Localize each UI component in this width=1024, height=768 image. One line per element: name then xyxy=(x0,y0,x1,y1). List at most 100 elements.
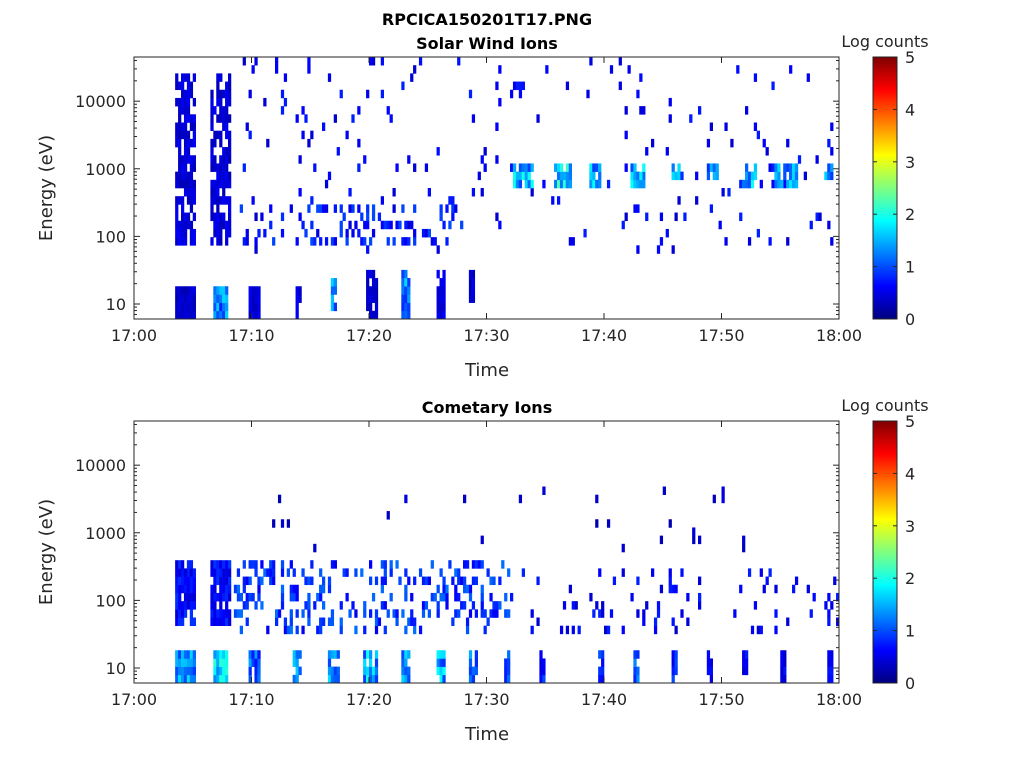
spectrogram-cell xyxy=(189,302,194,312)
spectrogram-cell xyxy=(248,89,252,99)
spectrogram-cell xyxy=(366,220,370,230)
spectrogram-cell xyxy=(454,204,458,213)
spectrogram-cell xyxy=(407,278,411,287)
spectrogram-cell xyxy=(480,609,484,618)
colorbar-tick-label: 1 xyxy=(905,258,915,277)
spectrogram-cell xyxy=(280,592,285,602)
spectrogram-cell xyxy=(192,666,196,676)
spectrogram-cell xyxy=(827,617,831,626)
spectrogram-cell xyxy=(210,584,214,594)
spectrogram-cell xyxy=(175,592,179,602)
spectrogram-cell xyxy=(780,179,784,189)
spectrogram-cell xyxy=(407,302,411,312)
spectrogram-cell xyxy=(498,576,502,586)
spectrogram-cell xyxy=(186,97,191,107)
spectrogram-cell xyxy=(181,302,185,312)
spectrogram-cell xyxy=(219,666,223,676)
spectrogram-cell xyxy=(571,601,575,610)
spectrogram-cell xyxy=(774,163,778,172)
spectrogram-cell xyxy=(642,617,646,626)
spectrogram-cell xyxy=(565,625,570,635)
spectrogram-cell xyxy=(395,163,399,172)
spectrogram-cell xyxy=(219,155,223,164)
spectrogram-cell xyxy=(330,617,335,626)
spectrogram-cell xyxy=(457,57,461,66)
spectrogram-cell xyxy=(189,138,194,148)
spectrogram-cell xyxy=(219,106,223,115)
spectrogram-cell xyxy=(830,601,834,610)
spectrogram-cell xyxy=(219,97,223,107)
spectrogram-cell xyxy=(371,310,376,320)
spectrogram-cell xyxy=(721,494,725,504)
spectrogram-cell xyxy=(565,81,570,91)
spectrogram-cell xyxy=(186,81,191,91)
spectrogram-cell xyxy=(747,237,752,246)
spectrogram-cell xyxy=(745,171,749,181)
spectrogram-cell xyxy=(186,658,191,667)
spectrogram-cell xyxy=(298,286,302,295)
spectrogram-cell xyxy=(715,163,719,172)
spectrogram-cell xyxy=(395,617,399,626)
spectrogram-cell xyxy=(439,310,443,320)
spectrogram-cell xyxy=(327,584,332,594)
spectrogram-cell xyxy=(192,617,196,626)
spectrogram-cell xyxy=(366,278,370,287)
spectrogram-cell xyxy=(213,155,217,164)
spectrogram-cell xyxy=(178,294,182,303)
spectrogram-cell xyxy=(706,666,711,676)
spectrogram-cell xyxy=(210,138,214,148)
spectrogram-cell xyxy=(228,179,232,189)
y-axis: 10 100 1000 10000 xyxy=(75,59,839,320)
spectrogram-cell xyxy=(183,163,188,172)
spectrogram-cell xyxy=(183,106,188,115)
spectrogram-cell xyxy=(210,617,214,626)
colorbar-tick-label: 5 xyxy=(905,412,915,431)
spectrogram-cell xyxy=(225,650,229,659)
spectrogram-cell xyxy=(413,65,417,74)
spectrogram-cell xyxy=(656,245,661,254)
spectrogram-cell xyxy=(421,228,426,238)
spectrogram-cell xyxy=(598,179,602,189)
spectrogram-cell xyxy=(216,204,220,213)
spectrogram-cell xyxy=(413,237,417,246)
spectrogram-cell xyxy=(286,519,290,528)
spectrogram-cell xyxy=(183,89,188,99)
spectrogram-cell xyxy=(239,592,243,602)
spectrogram-cell xyxy=(498,97,502,107)
spectrogram-cell xyxy=(762,584,766,594)
spectrogram-cell xyxy=(295,286,299,295)
spectrogram-cell xyxy=(225,220,229,230)
spectrogram-cell xyxy=(175,130,179,140)
spectrogram-cell xyxy=(213,188,217,197)
spectrogram-cell xyxy=(304,601,308,610)
spectrogram-cell xyxy=(783,658,787,667)
spectrogram-cell xyxy=(671,658,675,667)
spectrogram-cell xyxy=(451,212,455,222)
spectrogram-cell xyxy=(674,666,678,676)
spectrogram-cell xyxy=(175,237,179,246)
spectrogram-cell xyxy=(389,568,393,577)
spectrogram-cell xyxy=(330,237,335,246)
spectrogram-cell xyxy=(692,535,696,545)
spectrogram-cell xyxy=(228,592,232,602)
spectrogram-cell xyxy=(222,568,226,577)
spectrogram-cell xyxy=(436,286,440,295)
spectrogram-cell xyxy=(192,130,196,140)
spectrogram-cell xyxy=(369,302,373,312)
spectrogram-cell xyxy=(266,568,270,577)
x-tick-label: 17:00 xyxy=(111,326,157,345)
spectrogram-cell xyxy=(439,650,443,659)
spectrogram-cell xyxy=(451,196,455,205)
spectrogram-cell xyxy=(219,584,223,594)
spectrogram-cell xyxy=(213,560,217,569)
spectrogram-cell xyxy=(686,617,690,626)
spectrogram-cell xyxy=(175,73,179,82)
spectrogram-cell xyxy=(222,592,226,602)
spectrogram-cell xyxy=(339,228,343,238)
spectrogram-cell xyxy=(269,576,273,586)
spectrogram-cell xyxy=(216,163,220,172)
spectrogram-cell xyxy=(280,89,285,99)
spectrogram-cell xyxy=(436,658,440,667)
spectrogram-cell xyxy=(518,179,523,189)
spectrogram-cell xyxy=(574,601,578,610)
